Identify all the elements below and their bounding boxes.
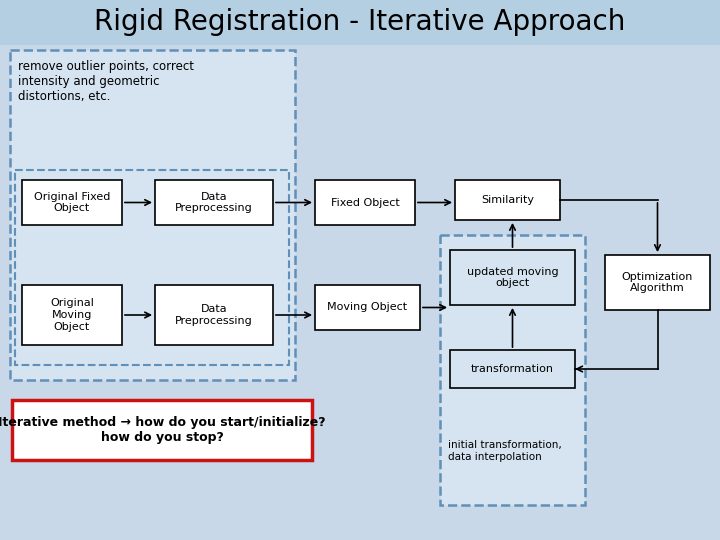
FancyBboxPatch shape: [15, 170, 289, 365]
Text: Fixed Object: Fixed Object: [330, 198, 400, 207]
FancyBboxPatch shape: [10, 50, 295, 380]
Text: Rigid Registration - Iterative Approach: Rigid Registration - Iterative Approach: [94, 8, 626, 36]
Text: Original Fixed
Object: Original Fixed Object: [34, 192, 110, 213]
FancyBboxPatch shape: [450, 250, 575, 305]
FancyBboxPatch shape: [315, 180, 415, 225]
Text: Moving Object: Moving Object: [328, 302, 408, 313]
Text: Original
Moving
Object: Original Moving Object: [50, 299, 94, 332]
FancyBboxPatch shape: [12, 400, 312, 460]
Text: Iterative method → how do you start/initialize?
how do you stop?: Iterative method → how do you start/init…: [0, 416, 326, 444]
Text: Data
Preprocessing: Data Preprocessing: [175, 192, 253, 213]
FancyBboxPatch shape: [315, 285, 420, 330]
FancyBboxPatch shape: [155, 180, 273, 225]
Text: remove outlier points, correct
intensity and geometric
distortions, etc.: remove outlier points, correct intensity…: [18, 60, 194, 103]
Text: updated moving
object: updated moving object: [467, 267, 558, 288]
FancyBboxPatch shape: [455, 180, 560, 220]
FancyBboxPatch shape: [22, 285, 122, 345]
FancyBboxPatch shape: [450, 350, 575, 388]
Text: Similarity: Similarity: [481, 195, 534, 205]
Bar: [0, 0, 720, 45]
FancyBboxPatch shape: [605, 255, 710, 310]
Text: transformation: transformation: [471, 364, 554, 374]
Text: initial transformation,
data interpolation: initial transformation, data interpolati…: [448, 440, 562, 462]
FancyBboxPatch shape: [155, 285, 273, 345]
Text: Data
Preprocessing: Data Preprocessing: [175, 304, 253, 326]
Text: Optimization
Algorithm: Optimization Algorithm: [622, 272, 693, 293]
FancyBboxPatch shape: [440, 235, 585, 505]
FancyBboxPatch shape: [22, 180, 122, 225]
